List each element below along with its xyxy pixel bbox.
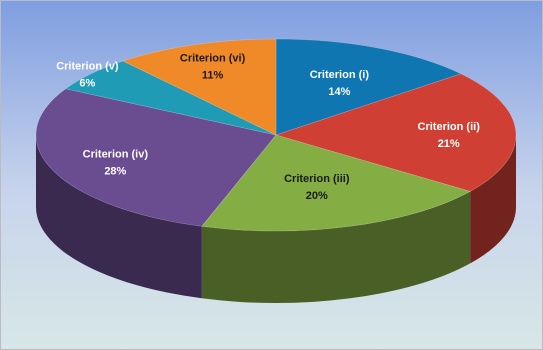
pie-slice-1 — [275, 38, 462, 136]
slice-name-label: Criterion (vi) — [180, 53, 246, 65]
pie-slice-3 — [201, 134, 471, 232]
slice-percent-label: 14% — [328, 86, 350, 98]
slice-percent-label: 11% — [202, 70, 224, 82]
pie-slice-5 — [64, 60, 277, 136]
slice-name-label: Criterion (i) — [310, 69, 370, 81]
slice-name-label: Criterion (ii) — [418, 121, 481, 133]
slice-side-4 — [35, 135, 202, 299]
pie-slices — [35, 38, 517, 232]
slice-percent-label: 20% — [306, 190, 328, 202]
slice-percent-label: 28% — [104, 165, 126, 177]
slice-name-label: Criterion (iii) — [284, 173, 350, 185]
slice-label-2: Criterion (ii) 21% — [418, 121, 481, 150]
slice-label-3: Criterion (iii) 20% — [284, 173, 350, 202]
slice-label-4: Criterion (iv) 28% — [83, 148, 149, 177]
slice-side-3 — [201, 191, 471, 303]
slice-label-6: Criterion (vi) 11% — [180, 53, 246, 82]
slice-label-1: Criterion (i) 14% — [310, 69, 370, 98]
pie-slice-2 — [274, 73, 517, 192]
pie-slice-4 — [35, 88, 277, 227]
slice-name-label: Criterion (v) — [56, 61, 119, 73]
pie-labels: Criterion (i)14%Criterion (ii)21%Criteri… — [56, 53, 480, 203]
slice-percent-label: 21% — [438, 138, 460, 150]
slice-side-2 — [470, 135, 516, 264]
pie-slice-6 — [122, 38, 277, 136]
pie-sides — [35, 135, 516, 303]
slice-label-5: Criterion (v) 6% — [56, 61, 119, 90]
slice-name-label: Criterion (iv) — [83, 148, 149, 160]
slice-percent-label: 6% — [79, 78, 95, 90]
